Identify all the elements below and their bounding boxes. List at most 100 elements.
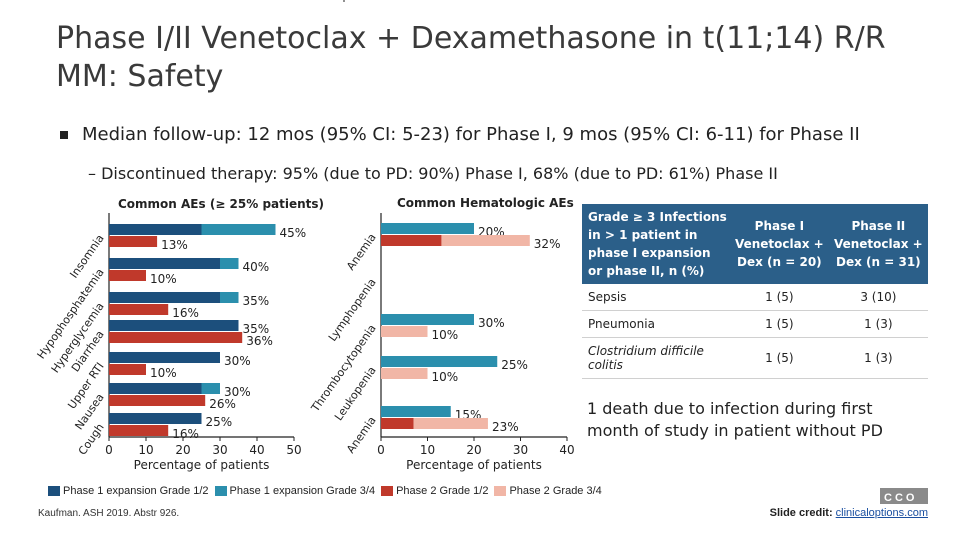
chart1-x-tick-label: 30: [212, 443, 227, 457]
bullet-follow-up-text: Median follow-up: 12 mos (95% CI: 5-23) …: [82, 124, 860, 145]
chart1-data-label-p2: 16%: [172, 427, 199, 441]
chart2-x-tick-label: 0: [377, 443, 385, 457]
legend: Phase 1 expansion Grade 1/2 Phase 1 expa…: [48, 485, 602, 497]
chart2-bar-p1-grade34: [381, 314, 474, 325]
chart2-category-label: Anemia: [344, 231, 379, 273]
chart2-x-tick-label: 10: [420, 443, 435, 457]
chart2-bar-p2-grade34: [441, 235, 530, 246]
infections-table: Grade ≥ 3 Infections in > 1 patient in p…: [582, 204, 928, 379]
chart1-x-tick-label: 0: [105, 443, 113, 457]
chart1-x-axis-label: Percentage of patients: [134, 458, 270, 472]
chart2-data-label-p2: 32%: [534, 237, 561, 251]
death-note: 1 death due to infection during first mo…: [587, 399, 883, 440]
chart2-bar-p1-grade34: [381, 223, 474, 234]
chart1-data-label-p1: 25%: [206, 415, 233, 429]
chart2-bar-p1-grade34: [381, 356, 498, 367]
chart1-bar-p1-grade12: [109, 352, 220, 363]
table-cell-name: Sepsis: [582, 284, 730, 311]
table-cell-name: Clostridium difficile colitis: [582, 337, 730, 379]
chart1-x-tick-label: 20: [175, 443, 190, 457]
table-header-infections: Grade ≥ 3 Infections in > 1 patient in p…: [582, 204, 730, 284]
bullet-square-icon: [60, 131, 68, 139]
legend-label-p1-34: Phase 1 expansion Grade 3/4: [229, 485, 376, 497]
legend-swatch-p1-12: [48, 486, 60, 496]
chart2-category-label: Anemia: [344, 414, 379, 456]
chart2-data-label-p2: 10%: [432, 370, 459, 384]
table-row: Pneumonia 1 (5) 1 (3): [582, 310, 928, 338]
table-header-row: Grade ≥ 3 Infections in > 1 patient in p…: [582, 204, 928, 284]
table-header-phase1: Phase I Venetoclax + Dex (n = 20): [730, 204, 829, 284]
chart2-data-label-p2: 23%: [492, 420, 519, 434]
chart2-x-tick-label: 40: [559, 443, 574, 457]
cco-logo-text: CCO: [884, 492, 918, 504]
table-cell-name: Pneumonia: [582, 310, 730, 338]
chart1-bar-p1-grade12: [109, 258, 220, 269]
chart1-bar-p1-grade12: [109, 383, 202, 394]
chart1-bar-p1-grade12: [109, 292, 220, 303]
credit-link[interactable]: clinicaloptions.com: [835, 507, 928, 519]
table-row: Clostridium difficile colitis 1 (5) 1 (3…: [582, 337, 928, 379]
chart1-bar-p1-grade34: [220, 292, 239, 303]
legend-swatch-p2-34: [494, 486, 507, 496]
chart1-bar-p2-grade12: [109, 364, 146, 375]
chart1-data-label-p2: 36%: [246, 334, 273, 348]
chart1-x-tick-label: 40: [249, 443, 264, 457]
table-cell-p2: 1 (3): [828, 337, 928, 379]
chart1-bar-p2-grade12: [109, 332, 243, 343]
chart1-bar-p1-grade34: [201, 224, 276, 235]
chart1-bar-p2-grade12: [109, 236, 158, 247]
chart2-data-label-p1: 30%: [478, 316, 505, 330]
chart2-bar-p2-grade34: [381, 326, 428, 337]
chart2-x-tick-label: 30: [513, 443, 528, 457]
credit-label: Slide credit:: [769, 507, 833, 519]
chart1-data-label-p1: 30%: [224, 354, 251, 368]
chart2-bar-p2-grade34: [413, 418, 488, 429]
table-cell-p2: 3 (10): [828, 284, 928, 311]
table-cell-p2: 1 (3): [828, 310, 928, 338]
chart1-data-label-p1: 30%: [224, 385, 251, 399]
chart2-category-label: Neutropenia: [305, 0, 373, 3]
cco-logo: CCO: [880, 488, 928, 504]
table-cell-p1: 1 (5): [730, 337, 829, 379]
chart1-data-label-p1: 35%: [243, 322, 270, 336]
chart1-data-label-p2: 16%: [172, 306, 199, 320]
chart1-data-label-p1: 45%: [280, 226, 307, 240]
legend-label-p2-34: Phase 2 Grade 3/4: [509, 485, 602, 497]
table-cell-p1: 1 (5): [730, 284, 829, 311]
chart2-data-label-p2: 10%: [432, 328, 459, 342]
citation: Kaufman. ASH 2019. Abstr 926.: [38, 508, 180, 519]
table-row: Sepsis 1 (5) 3 (10): [582, 284, 928, 311]
chart2-title: Common Hematologic AEs: [397, 196, 574, 210]
chart2-bar-p1-grade34: [381, 406, 451, 417]
chart1-bar-p2-grade12: [109, 425, 169, 436]
chart1-data-label-p2: 10%: [150, 272, 177, 286]
bullet-follow-up: Median follow-up: 12 mos (95% CI: 5-23) …: [60, 124, 860, 145]
legend-swatch-p2-12: [381, 486, 394, 496]
chart1-data-label-p1: 40%: [243, 260, 270, 274]
slide-credit: Slide credit: clinicaloptions.com: [770, 507, 928, 519]
table-cell-p1: 1 (5): [730, 310, 829, 338]
chart2-bar-p2-grade34: [381, 368, 428, 379]
legend-label-p2-12: Phase 2 Grade 1/2: [396, 485, 489, 497]
chart1-bar-p1-grade34: [201, 383, 220, 394]
chart1-bar-p2-grade12: [109, 395, 206, 406]
chart1-bar-p1-grade12: [109, 320, 239, 331]
chart2-x-axis-label: Percentage of patients: [406, 458, 542, 472]
chart1-data-label-p2: 10%: [150, 366, 177, 380]
chart1-bar-p2-grade12: [109, 304, 169, 315]
chart1-bar-p1-grade34: [220, 258, 239, 269]
chart1-bar-p1-grade12: [109, 413, 202, 424]
chart2-bar-p2-grade12: [381, 235, 442, 246]
legend-label-p1-12: Phase 1 expansion Grade 1/2: [63, 485, 209, 497]
chart1-x-tick-label: 50: [286, 443, 301, 457]
slide-title: Phase I/II Venetoclax + Dexamethasone in…: [56, 21, 886, 94]
bullet-discontinued: – Discontinued therapy: 95% (due to PD: …: [88, 164, 778, 183]
table-header-phase2: Phase II Venetoclax + Dex (n = 31): [828, 204, 928, 284]
chart1-data-label-p2: 13%: [161, 238, 188, 252]
chart2-x-tick-label: 20: [466, 443, 481, 457]
chart2-data-label-p1: 25%: [501, 358, 528, 372]
chart1-bar-p2-grade12: [109, 270, 146, 281]
chart1-data-label-p2: 26%: [209, 397, 236, 411]
chart1-title: Common AEs (≥ 25% patients): [118, 197, 325, 211]
